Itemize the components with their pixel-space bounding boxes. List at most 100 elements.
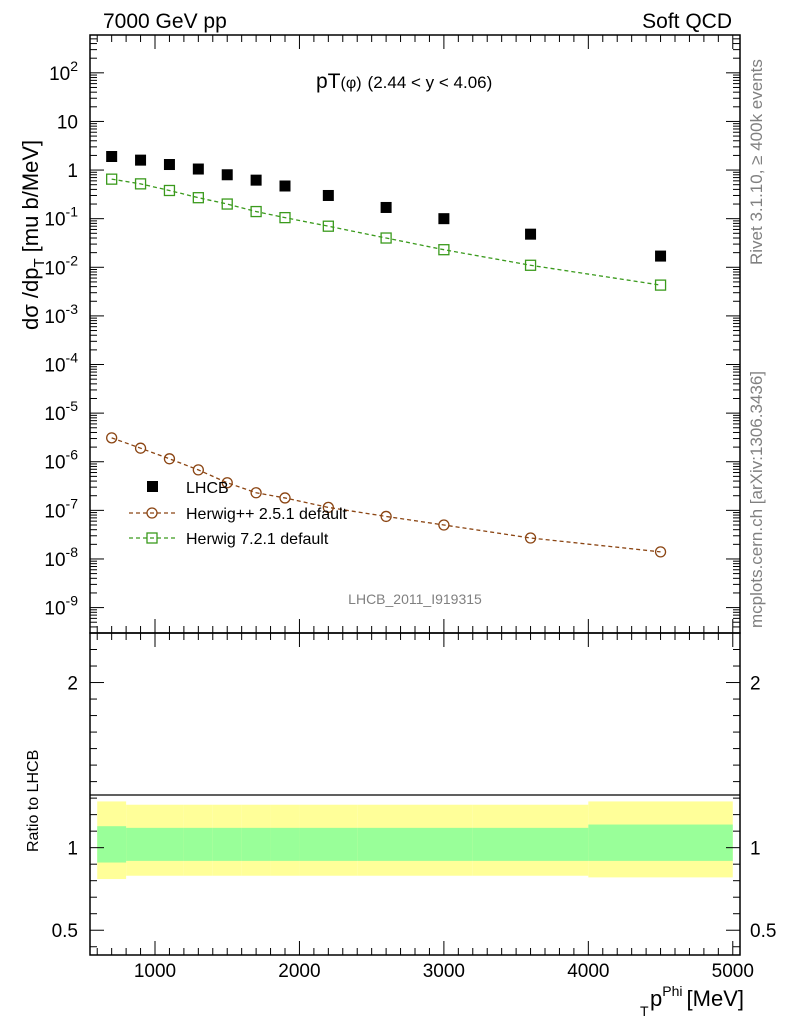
legend-marker-lhcb: [147, 481, 158, 492]
mcplots-source-label: mcplots.cern.ch [arXiv:1306.3436]: [747, 371, 766, 628]
x-tick-label: 2000: [278, 961, 320, 982]
herwig7-data-point: [221, 198, 233, 210]
herwig7-data-point: [192, 192, 204, 204]
ratio-tick-label-right: 1: [750, 839, 761, 860]
herwig7-data-point: [524, 259, 537, 271]
y-tick-label: 10: [57, 112, 78, 133]
x-tick-label: 1000: [134, 961, 176, 982]
herwig7-data-point: [438, 244, 450, 256]
herwigpp-data-point: [134, 442, 147, 454]
herwig7-data-point: [106, 173, 118, 185]
ratio-inner-band: [472, 827, 589, 861]
ratio-inner-band: [241, 827, 271, 861]
x-axis-label-sup: Phi: [662, 983, 682, 999]
herwigpp-data-point: [524, 532, 537, 544]
x-axis-label-unit: [MeV]: [687, 986, 744, 1011]
legend-marker-herwig7: [146, 532, 158, 544]
lhcb-data-point: [438, 213, 450, 225]
herwigpp-data-point: [106, 432, 118, 444]
ratio-inner-band: [183, 827, 213, 861]
ratio-inner-band: [126, 827, 155, 861]
herwig7-data-point: [134, 178, 147, 190]
lhcb-data-point: [655, 250, 667, 262]
legend-label-herwigpp: Herwig++ 2.5.1 default: [186, 506, 348, 523]
legend-label-herwig7: Herwig 7.2.1 default: [186, 531, 329, 548]
analysis-id-label: LHCB_2011_I919315: [348, 591, 482, 607]
herwigpp-data-point: [163, 453, 176, 465]
lhcb-data-point: [163, 159, 175, 171]
x-axis-label: pPhi [MeV]: [650, 983, 744, 1011]
ratio-tick-label-right: 2: [750, 674, 761, 695]
y-tick-label: 10-2: [44, 252, 78, 279]
series-line-2: [111, 178, 661, 286]
herwig7-data-point: [250, 205, 262, 218]
ratio-tick-label-left: 2: [67, 674, 78, 695]
y-axis-label-sub: T: [31, 258, 48, 267]
herwigpp-data-point: [279, 492, 291, 504]
ratio-inner-band: [155, 827, 184, 861]
rivet-version-label: Rivet 3.1.10, ≥ 400k events: [747, 59, 766, 265]
y-tick-label: 10-4: [44, 350, 78, 377]
legend: LHCB Herwig++ 2.5.1 default Herwig 7.2.1…: [129, 480, 348, 548]
y-tick-label: 10-1: [44, 204, 78, 231]
plot-title-sub: (φ): [341, 75, 362, 92]
plot-title: pT(φ) (2.44 < y < 4.06): [316, 70, 492, 93]
y-axis-label-unit: [mu b/MeV]: [18, 140, 43, 252]
ratio-inner-band: [212, 827, 242, 861]
ratio-inner-band: [299, 827, 358, 861]
ratio-inner-band: [270, 827, 300, 861]
x-axis-label-sub: T: [640, 1003, 649, 1019]
herwig7-data-point: [279, 211, 291, 224]
legend-label-lhcb: LHCB: [186, 480, 229, 497]
lhcb-data-point: [221, 169, 233, 181]
herwigpp-data-point: [380, 510, 392, 523]
y-tick-label: 1: [67, 161, 78, 182]
x-tick-label: 3000: [423, 961, 465, 982]
x-axis-label-p: p: [650, 986, 662, 1011]
ratio-band-layer: [97, 801, 733, 880]
plot-title-main: pT: [316, 70, 341, 93]
ratio-tick-label-right: 0.5: [750, 921, 776, 942]
y-tick-label: 10-7: [44, 495, 78, 522]
ratio-tick-label-left: 1: [67, 839, 78, 860]
lhcb-data-point: [525, 228, 537, 240]
lhcb-data-point: [380, 201, 392, 213]
herwigpp-data-point: [221, 477, 233, 489]
plot-title-rest: (2.44 < y < 4.06): [368, 73, 493, 92]
ratio-y-axis-label: Ratio to LHCB: [25, 750, 42, 852]
header-left-label: 7000 GeV pp: [103, 10, 227, 33]
herwig7-data-point: [163, 184, 176, 197]
ratio-tick-label-left: 0.5: [52, 921, 78, 942]
y-tick-label: 102: [49, 58, 78, 85]
lhcb-data-point: [192, 163, 204, 175]
herwig7-data-point: [322, 220, 334, 232]
lhcb-data-point: [106, 151, 118, 163]
ratio-inner-band: [97, 826, 127, 863]
y-tick-label: 10-5: [44, 398, 78, 425]
y-axis-label-main: dσ /dp: [18, 267, 43, 330]
herwigpp-data-point: [654, 546, 667, 558]
y-axis-label: dσ /dpT [mu b/MeV]: [18, 140, 48, 330]
herwig7-data-point: [380, 232, 392, 244]
lhcb-data-point: [279, 180, 291, 192]
ratio-inner-band: [415, 827, 473, 861]
y-tick-label: 10-3: [44, 301, 78, 328]
herwigpp-data-point: [250, 487, 262, 499]
y-tick-label: 10-9: [44, 593, 78, 620]
lhcb-data-point: [250, 174, 262, 186]
header-right-label: Soft QCD: [642, 10, 732, 33]
ratio-inner-band: [588, 824, 733, 861]
ratio-panel-frame: [89, 632, 741, 956]
x-tick-label: 5000: [712, 961, 754, 982]
x-tick-label: 4000: [567, 961, 609, 982]
lhcb-data-point: [322, 189, 334, 201]
axis-ticks: 1000 2000 3000 4000 5000 10-9 10-8 10-7 10-6 10-5…: [44, 34, 776, 982]
herwigpp-data-point: [192, 464, 204, 476]
series-layer: [106, 151, 667, 558]
y-tick-label: 10-8: [44, 544, 78, 571]
lhcb-data-point: [135, 154, 147, 166]
herwig7-data-point: [654, 279, 667, 291]
y-tick-label: 10-6: [44, 447, 78, 474]
legend-marker-herwigpp: [146, 507, 158, 519]
